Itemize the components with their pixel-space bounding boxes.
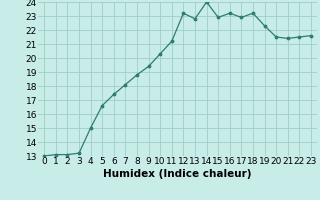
- X-axis label: Humidex (Indice chaleur): Humidex (Indice chaleur): [103, 169, 252, 179]
